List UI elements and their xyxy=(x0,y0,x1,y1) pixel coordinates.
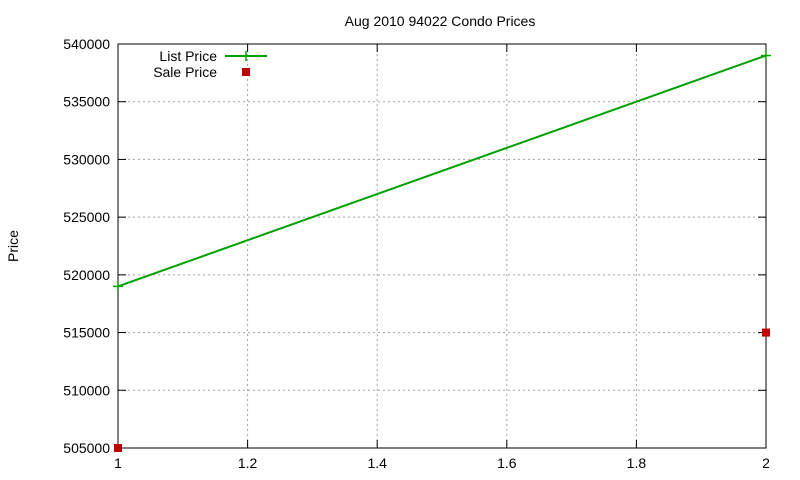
grid xyxy=(118,44,766,448)
y-tick-label: 510000 xyxy=(63,382,110,398)
y-tick-label: 530000 xyxy=(63,151,110,167)
chart-title: Aug 2010 94022 Condo Prices xyxy=(345,13,536,29)
x-tick-label: 2 xyxy=(762,455,770,471)
x-tick-label: 1.4 xyxy=(367,455,387,471)
y-tick-label: 535000 xyxy=(63,94,110,110)
x-tick-label: 1.8 xyxy=(627,455,647,471)
x-tick-label: 1.2 xyxy=(238,455,258,471)
x-tick-label: 1.6 xyxy=(497,455,517,471)
legend-swatch-sale-price xyxy=(242,68,250,76)
legend-label-list-price: List Price xyxy=(159,48,217,64)
list-price-point xyxy=(761,50,771,61)
legend-label-sale-price: Sale Price xyxy=(153,64,217,80)
y-tick-label: 515000 xyxy=(63,325,110,341)
x-tick-label: 1 xyxy=(114,455,122,471)
sale-price-point xyxy=(114,444,122,452)
series xyxy=(113,50,771,452)
legend-marker-list-price xyxy=(241,51,251,61)
y-tick-label: 505000 xyxy=(63,440,110,456)
y-tick-label: 525000 xyxy=(63,209,110,225)
list-price-point xyxy=(113,281,123,292)
y-tick-label: 540000 xyxy=(63,36,110,52)
plot-frame xyxy=(117,43,767,449)
y-axis-label: Price xyxy=(5,230,21,262)
list-price-line xyxy=(117,54,767,288)
axis-ticks: 505000 510000 515000 520000 525000 530000 5350… xyxy=(63,36,770,471)
y-tick-label: 520000 xyxy=(63,267,110,283)
sale-price-point xyxy=(762,328,770,337)
